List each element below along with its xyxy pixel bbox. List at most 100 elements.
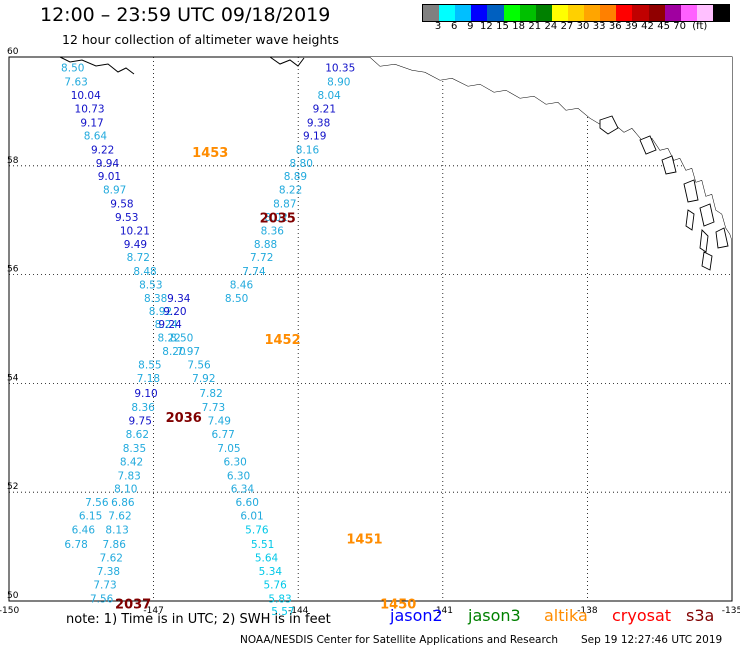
wave-height-label: 5.34 <box>259 566 283 578</box>
wave-height-label: 8.48 <box>133 266 156 278</box>
pass-time-label: 1450 <box>380 598 416 613</box>
wave-height-label: 8.53 <box>139 279 162 291</box>
latitude-tick-label: 54 <box>7 373 19 383</box>
wave-height-label: 8.24 <box>155 319 179 331</box>
colorbar-cell <box>471 5 488 21</box>
island-outline <box>683 179 699 203</box>
wave-height-label: 6.30 <box>223 457 246 469</box>
colorbar-label: 12 <box>480 21 493 32</box>
colorbar-cell <box>439 5 456 21</box>
wave-height-label: 7.18 <box>137 373 160 385</box>
colorbar-label: 21 <box>528 21 542 32</box>
colorbar-cell <box>503 5 520 21</box>
wave-height-label: 8.02 <box>264 212 287 224</box>
wave-height-label: 8.90 <box>327 76 350 88</box>
kayak-island-coastline <box>269 56 305 67</box>
wave-height-label: 6.34 <box>231 483 255 495</box>
wave-height-label: 8.50 <box>225 293 248 305</box>
wave-height-label: 7.56 <box>90 593 114 605</box>
colorbar-label: 15 <box>496 21 509 32</box>
wave-height-label: 9.38 <box>307 117 330 129</box>
wave-height-label: 8.64 <box>84 130 108 142</box>
colorbar-label: 45 <box>657 21 670 32</box>
longitude-tick-label: -141 <box>433 606 453 616</box>
colorbar-cell <box>535 5 552 21</box>
footer-note: note: 1) Time is in UTC; 2) SWH is in fe… <box>66 612 331 627</box>
legend-jason2: jason2 <box>390 606 443 625</box>
wave-height-label: 9.75 <box>129 415 152 427</box>
wave-height-label: 8.80 <box>290 158 313 170</box>
wave-height-label: 7.05 <box>217 443 240 455</box>
colorbar-label: 18 <box>512 21 525 32</box>
wave-height-label: 7.62 <box>100 552 123 564</box>
latitude-tick-label: 60 <box>7 47 19 57</box>
wave-height-label: 8.13 <box>105 525 128 537</box>
wave-height-label: 9.34 <box>167 293 191 305</box>
wave-height-label: 7.73 <box>202 402 225 414</box>
pass-time-label: 1453 <box>192 146 228 161</box>
wave-height-label: 8.04 <box>317 90 341 102</box>
legend-s3a: s3a <box>686 606 715 625</box>
colorbar-cell <box>696 5 713 21</box>
wave-height-label: 8.55 <box>138 359 161 371</box>
wave-height-label: 5.76 <box>245 525 269 537</box>
wave-height-label: 6.46 <box>72 525 96 537</box>
pass-time-label: 2035 <box>260 211 296 226</box>
wave-height-label: 8.62 <box>126 429 149 441</box>
wave-height-label: 8.16 <box>296 144 320 156</box>
legend-altika: altika <box>544 606 588 625</box>
map-frame <box>8 56 733 602</box>
wave-height-label: 9.58 <box>110 198 133 210</box>
colorbar-label: 42 <box>641 21 654 32</box>
page-subtitle: 12 hour collection of altimeter wave hei… <box>62 32 339 47</box>
island-outline <box>701 251 713 271</box>
wave-height-label: 9.17 <box>80 117 103 129</box>
colorbar-label: 27 <box>560 21 574 32</box>
wave-height-label: 8.50 <box>61 62 84 74</box>
island-outline <box>639 135 657 155</box>
wave-height-label: 10.21 <box>120 226 150 238</box>
island-outline <box>699 203 715 227</box>
wave-height-label: 7.63 <box>64 76 87 88</box>
wave-height-label: 8.87 <box>273 198 296 210</box>
colorbar-label: 6 <box>451 21 458 32</box>
wave-height-label: 7.49 <box>208 415 231 427</box>
wave-height-label: 8.72 <box>127 252 150 264</box>
colorbar-cell <box>600 5 617 21</box>
wave-height-label: 10.73 <box>75 104 105 116</box>
colorbar-cell <box>567 5 585 21</box>
latitude-tick-label: 50 <box>7 591 19 601</box>
island-outline <box>715 227 729 249</box>
pass-time-label: 1452 <box>264 333 300 348</box>
wave-height-label: 9.94 <box>96 158 120 170</box>
wave-height-label: 9.49 <box>124 239 147 251</box>
colorbar-cell <box>584 5 601 21</box>
wave-height-label: 8.36 <box>261 226 285 238</box>
wave-height-label: 6.60 <box>236 497 259 509</box>
longitude-tick-label: -135 <box>722 606 740 616</box>
colorbar-cell <box>680 5 697 21</box>
pass-time-label: 2037 <box>115 598 151 613</box>
wave-height-label: 8.35 <box>123 443 146 455</box>
wave-height-label: 7.82 <box>199 388 222 400</box>
wave-height-label: 8.89 <box>284 171 307 183</box>
wave-height-label: 7.92 <box>192 373 215 385</box>
longitude-tick-label: -138 <box>577 606 598 616</box>
colorbar-label: (ft) <box>692 21 708 32</box>
island-outline <box>685 209 695 231</box>
colorbar-label: 9 <box>467 21 474 32</box>
colorbar-labels: 3 6 9 12 15 18 21 24 27 30 33 36 39 42 45 70 (ft) <box>422 21 730 33</box>
land-mass <box>370 57 732 240</box>
wave-height-label: 7.72 <box>250 252 273 264</box>
colorbar-cell <box>648 5 665 21</box>
wave-height-label: 5.51 <box>251 539 274 551</box>
wave-height-label: 8.36 <box>131 402 155 414</box>
wave-height-label: 10.35 <box>325 62 355 74</box>
wave-height-label: 6.86 <box>111 497 135 509</box>
colorbar-cell <box>712 5 730 21</box>
wave-height-label: 8.88 <box>254 239 277 251</box>
wave-height-label: 9.10 <box>134 388 157 400</box>
wave-height-label: 7.56 <box>85 497 109 509</box>
wave-height-label: 9.53 <box>115 212 138 224</box>
colorbar-cell <box>551 5 568 21</box>
